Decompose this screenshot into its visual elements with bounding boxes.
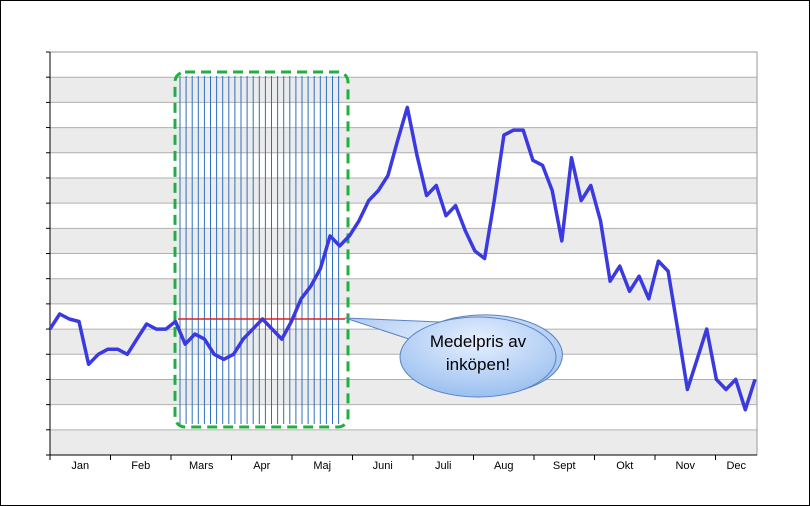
x-tick-label: Apr [253,460,270,472]
x-tick-label: Maj [313,460,331,472]
grid-band [50,127,757,153]
grid-band [50,429,757,455]
callout-bubble [399,316,557,398]
x-tick-label: Dec [726,460,746,472]
price-line [48,105,757,412]
grid-band [50,177,757,204]
purchase-period [173,70,350,429]
grid-band [50,278,757,304]
callout-text: Medelpris av inköpen! [429,332,527,374]
x-tick-label: Juni [373,460,393,472]
x-tick-label: Jan [71,460,89,472]
grid-band [50,77,757,103]
x-tick-label: Okt [616,460,633,472]
x-tick-label: Sept [553,460,576,472]
x-tick-label: Mars [189,460,214,472]
grid-band [50,379,757,405]
grid-band [50,228,757,254]
x-tick-label: Nov [675,460,695,472]
x-tick-label: Aug [494,460,514,472]
x-tick-label: Juli [435,460,452,472]
x-tick-label: Feb [131,460,150,472]
